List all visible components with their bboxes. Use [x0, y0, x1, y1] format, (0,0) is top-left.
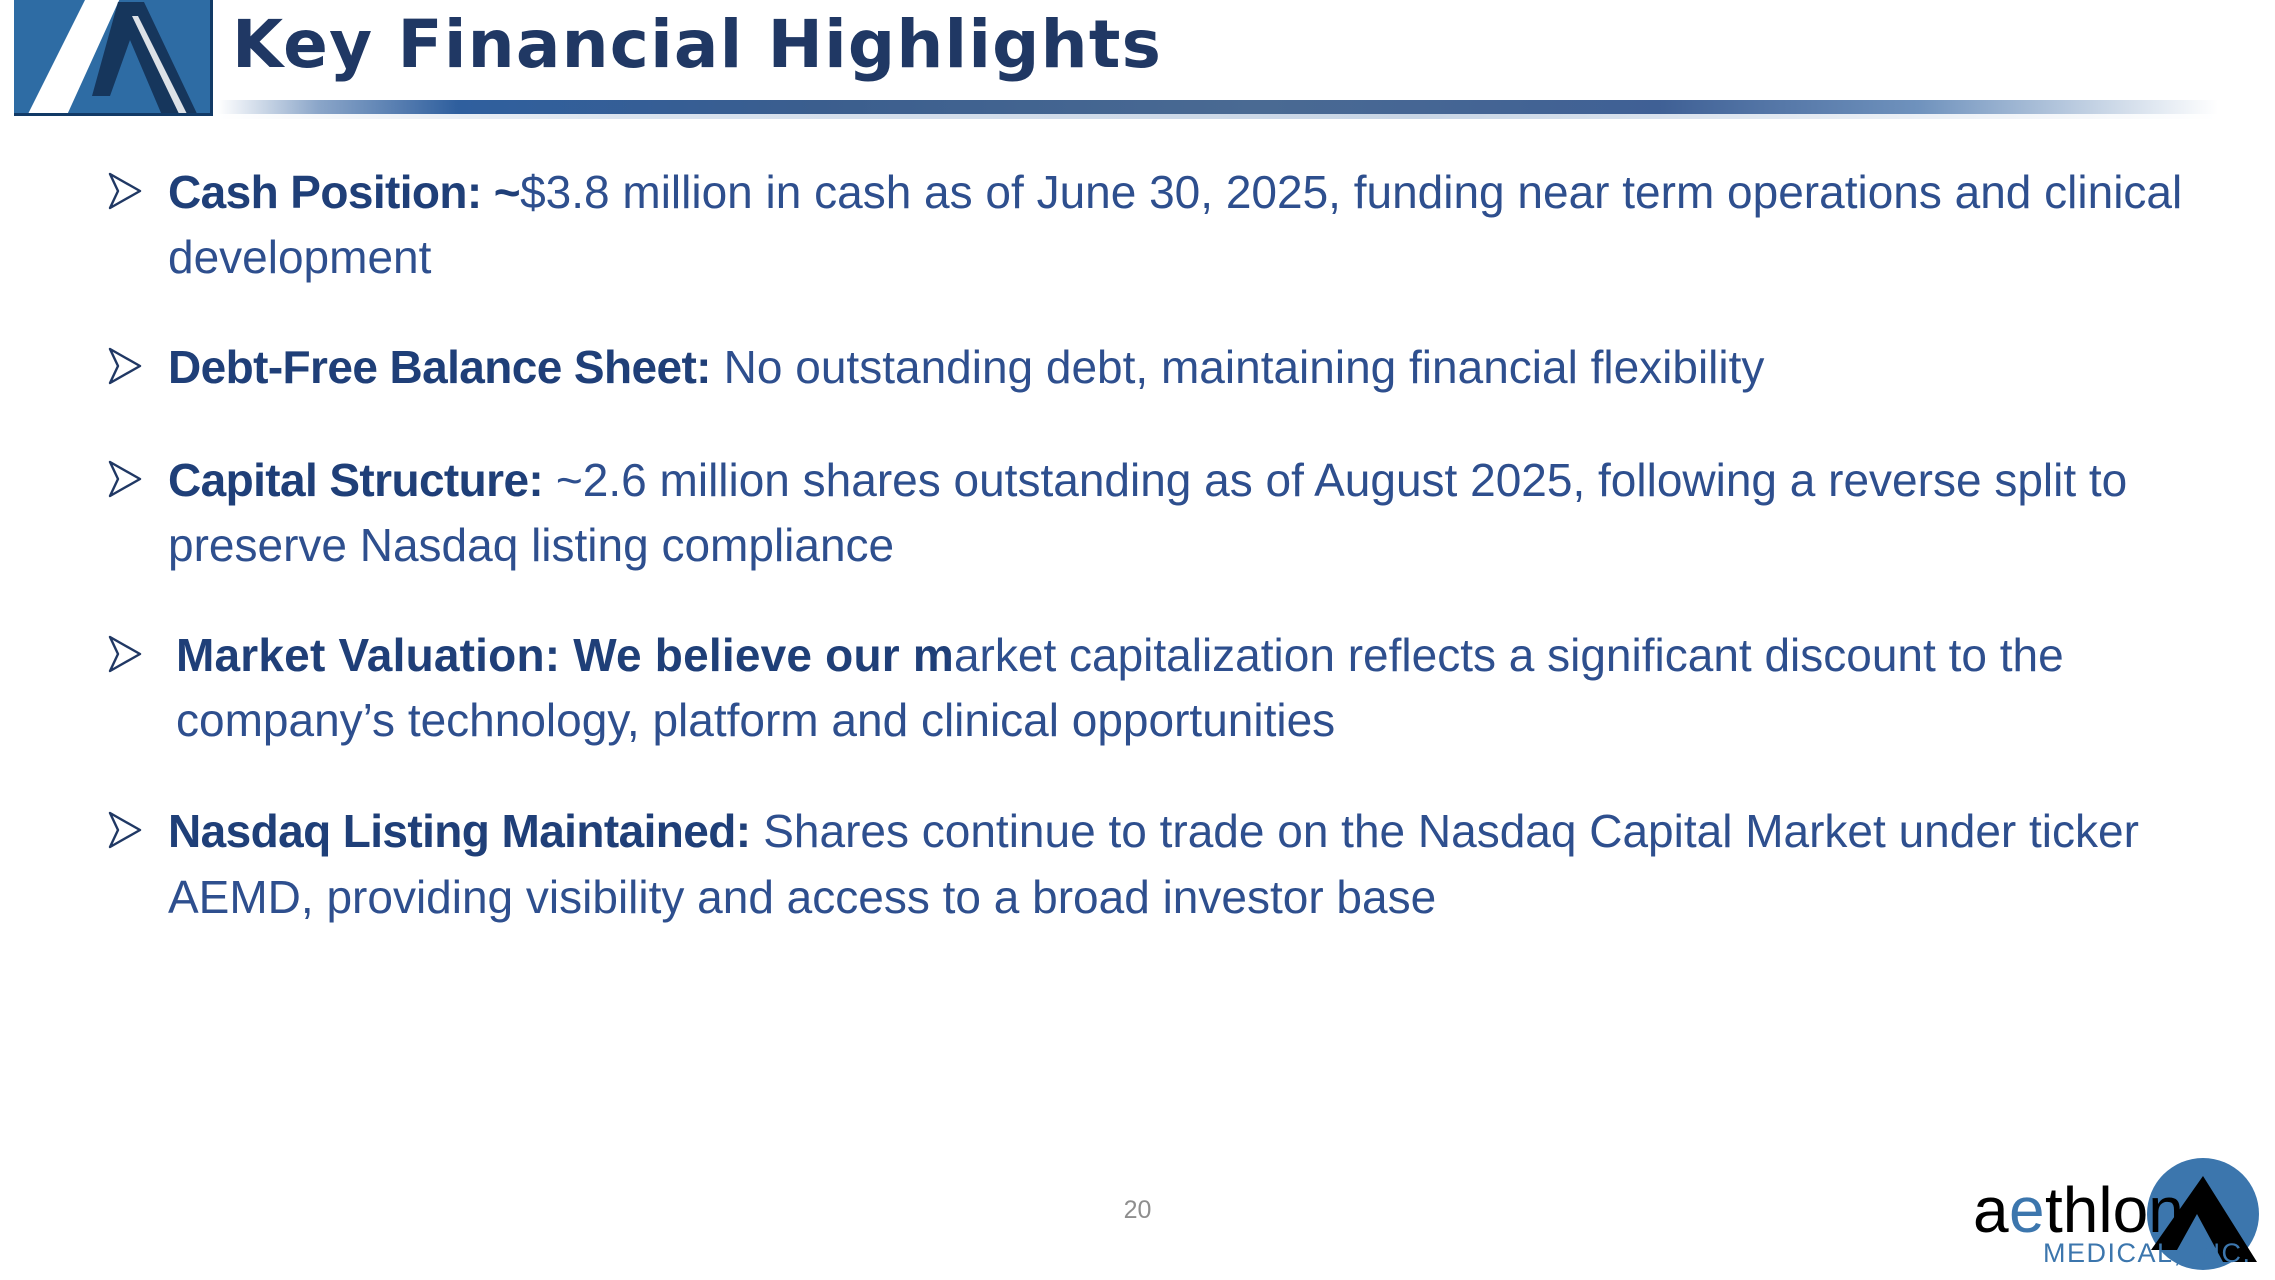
header-divider-shadow	[218, 114, 2218, 119]
slide-header: Key Financial Highlights	[0, 0, 2275, 119]
list-item-rest: No outstanding debt, maintaining financi…	[710, 340, 1765, 393]
list-item: Cash Position: ~$3.8 million in cash as …	[106, 160, 2186, 291]
list-item-lead: Cash Position: ~	[168, 166, 521, 218]
arrow-bullet-icon	[106, 160, 168, 212]
aethlon-medical-logo: a e thlon MEDICAL, INC.	[1965, 1152, 2265, 1274]
list-item-lead: Market Valuation: We believe our m	[176, 628, 954, 681]
list-item: Capital Structure: ~2.6 million shares o…	[106, 448, 2186, 579]
list-item-lead: Debt-Free Balance Sheet:	[168, 340, 711, 393]
arrow-bullet-icon	[106, 335, 168, 387]
list-item-rest: ~2.6 million shares outstanding as of Au…	[168, 453, 2128, 572]
list-item-rest: $3.8 million in cash as of June 30, 2025…	[168, 166, 2183, 284]
list-item-rest: arket capitalization reflects a signific…	[176, 628, 2064, 746]
list-item: Market Valuation: We believe our market …	[106, 623, 2186, 754]
list-item-text: Capital Structure: ~2.6 million shares o…	[168, 448, 2186, 579]
list-item: Nasdaq Listing Maintained: Shares contin…	[106, 799, 2186, 930]
list-item-text: Cash Position: ~$3.8 million in cash as …	[168, 160, 2186, 291]
list-item-text: Nasdaq Listing Maintained: Shares contin…	[168, 799, 2186, 930]
list-item-rest: Shares continue to trade on the Nasdaq C…	[168, 805, 2139, 923]
arrow-bullet-icon	[106, 623, 176, 675]
list-item-text: Debt-Free Balance Sheet: No outstanding …	[168, 335, 2186, 400]
arrow-bullet-icon	[106, 799, 168, 851]
list-item-text: Market Valuation: We believe our market …	[176, 623, 2186, 754]
aethlon-mark-icon	[14, 0, 213, 116]
page-number: 20	[1123, 1196, 1152, 1224]
highlights-list: Cash Position: ~$3.8 million in cash as …	[106, 160, 2186, 930]
arrow-bullet-icon	[106, 448, 168, 500]
list-item: Debt-Free Balance Sheet: No outstanding …	[106, 335, 2186, 400]
svg-text:a: a	[1973, 1174, 2009, 1246]
list-item-lead: Nasdaq Listing Maintained:	[168, 805, 751, 858]
svg-text:thlon: thlon	[2045, 1174, 2184, 1246]
svg-text:MEDICAL, INC.: MEDICAL, INC.	[2043, 1238, 2252, 1268]
list-item-lead: Capital Structure:	[168, 453, 544, 506]
svg-text:e: e	[2009, 1174, 2045, 1246]
header-divider	[218, 100, 2218, 114]
page-title: Key Financial Highlights	[232, 6, 1163, 83]
